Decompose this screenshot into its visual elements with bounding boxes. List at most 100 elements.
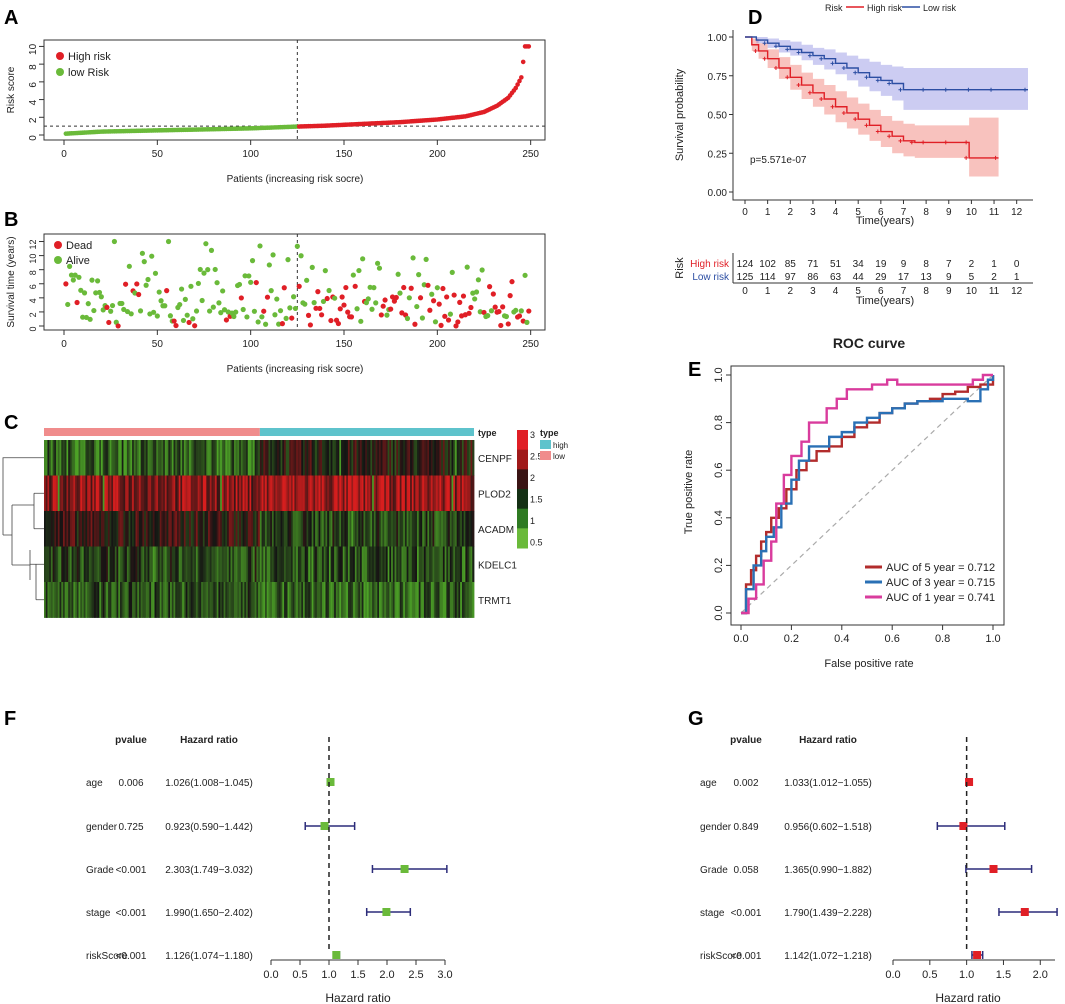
heatmap-cell [354,546,357,583]
heatmap-cell [361,546,364,583]
heatmap-cell [285,582,288,618]
heatmap-cell [123,511,126,547]
heatmap-cell [398,440,401,476]
heatmap-cell [121,546,124,583]
heatmap-cell [322,546,325,583]
heatmap-cell [111,475,114,512]
heatmap-cell [73,546,76,583]
heatmap-cell [109,582,112,618]
heatmap-cell [410,546,413,583]
y-tick-label-e: 0.2 [713,558,725,573]
heatmap-cell [315,475,318,512]
heatmap-cell [372,582,375,618]
forest-x-tick-label: 2.0 [379,969,394,981]
heatmap-cell [168,546,171,583]
heatmap-cell [389,546,392,583]
heatmap-cell [206,582,209,618]
heatmap-cell [296,582,299,618]
heatmap-cell [220,511,223,547]
heatmap-cell [249,475,252,512]
heatmap-cell [327,546,330,583]
alive-point [294,243,300,249]
heatmap-cell [45,475,48,512]
heatmap-cell [178,511,181,547]
heatmap-cell [465,475,468,512]
heatmap-cell [282,546,285,583]
heatmap-cell [232,440,235,476]
heatmap-cell [228,511,231,547]
heatmap-cell [413,511,416,547]
heatmap-cell [325,511,328,547]
heatmap-cell [78,475,81,512]
heatmap-cell [159,582,162,618]
heatmap-cell [135,440,138,476]
heatmap-cell [280,440,283,476]
heatmap-cell [88,582,92,618]
legend-auc-1-year: AUC of 1 year = 0.741 [886,592,995,604]
heatmap-cell [444,511,447,547]
forest-row-hr: 1.990(1.650−2.402) [165,908,253,919]
heatmap-cell [57,582,60,618]
heatmap-cell [204,475,207,512]
heatmap-cell [125,511,128,547]
heatmap-cell [121,582,124,618]
heatmap-cell [249,440,252,476]
heatmap-cell [59,475,62,512]
dead-point [186,319,192,326]
heatmap-cell [472,440,475,476]
heatmap-cell [99,440,102,476]
heatmap-cell [246,475,249,512]
heatmap-cell [429,546,432,583]
heatmap-cell [235,546,238,583]
dead-point [498,322,504,329]
heatmap-cell [170,582,173,618]
heatmap-cell [154,440,157,476]
heatmap-cell [202,440,206,476]
risk-score-point [515,82,520,87]
alive-point [65,301,71,308]
heatmap-cell [430,546,433,583]
heatmap-cell [401,582,404,618]
heatmap-cell [76,475,79,512]
x-tick-label-a: 150 [336,149,353,160]
forest-row-name-grade: Grade [86,865,114,876]
alive-point [216,300,222,306]
heatmap-cell [425,511,428,547]
heatmap-cell [104,475,107,512]
heatmap-cell [213,546,216,583]
heatmap-cell [197,582,200,618]
heatmap-cell [420,440,423,476]
heatmap-cell [370,511,373,547]
heatmap-cell [308,582,311,618]
heatmap-cell [339,582,342,618]
heatmap-cell [380,582,383,618]
heatmap-cell [354,440,357,476]
heatmap-cell [225,546,228,583]
dead-point [313,305,319,311]
heatmap-cell [406,511,409,547]
heatmap-cell [121,511,124,547]
legend-label-low: low [553,452,565,461]
heatmap-cell [271,546,275,583]
risk-table-x-tick: 0 [742,286,748,297]
heatmap-cell [342,440,345,476]
forest-point-estimate [1020,908,1029,916]
heatmap-cell [323,511,326,547]
heatmap-cell [358,440,361,476]
heatmap-cell [114,440,117,476]
heatmap-cell [463,582,466,618]
heatmap-cell [50,440,54,476]
heatmap-cell [85,511,88,547]
heatmap-cell [451,475,454,512]
heatmap-cell [61,440,64,476]
risk-table-count: 19 [875,259,887,270]
heatmap-cell [323,582,326,618]
dead-point [393,294,399,301]
alive-point [298,253,304,259]
heatmap-cell [342,475,345,512]
forest-row-hr: 0.956(0.602−1.518) [784,822,872,833]
heatmap-cell [62,546,66,583]
heatmap-cell [368,582,371,618]
heatmap-cell [372,475,375,512]
heatmap-cell [68,582,71,618]
